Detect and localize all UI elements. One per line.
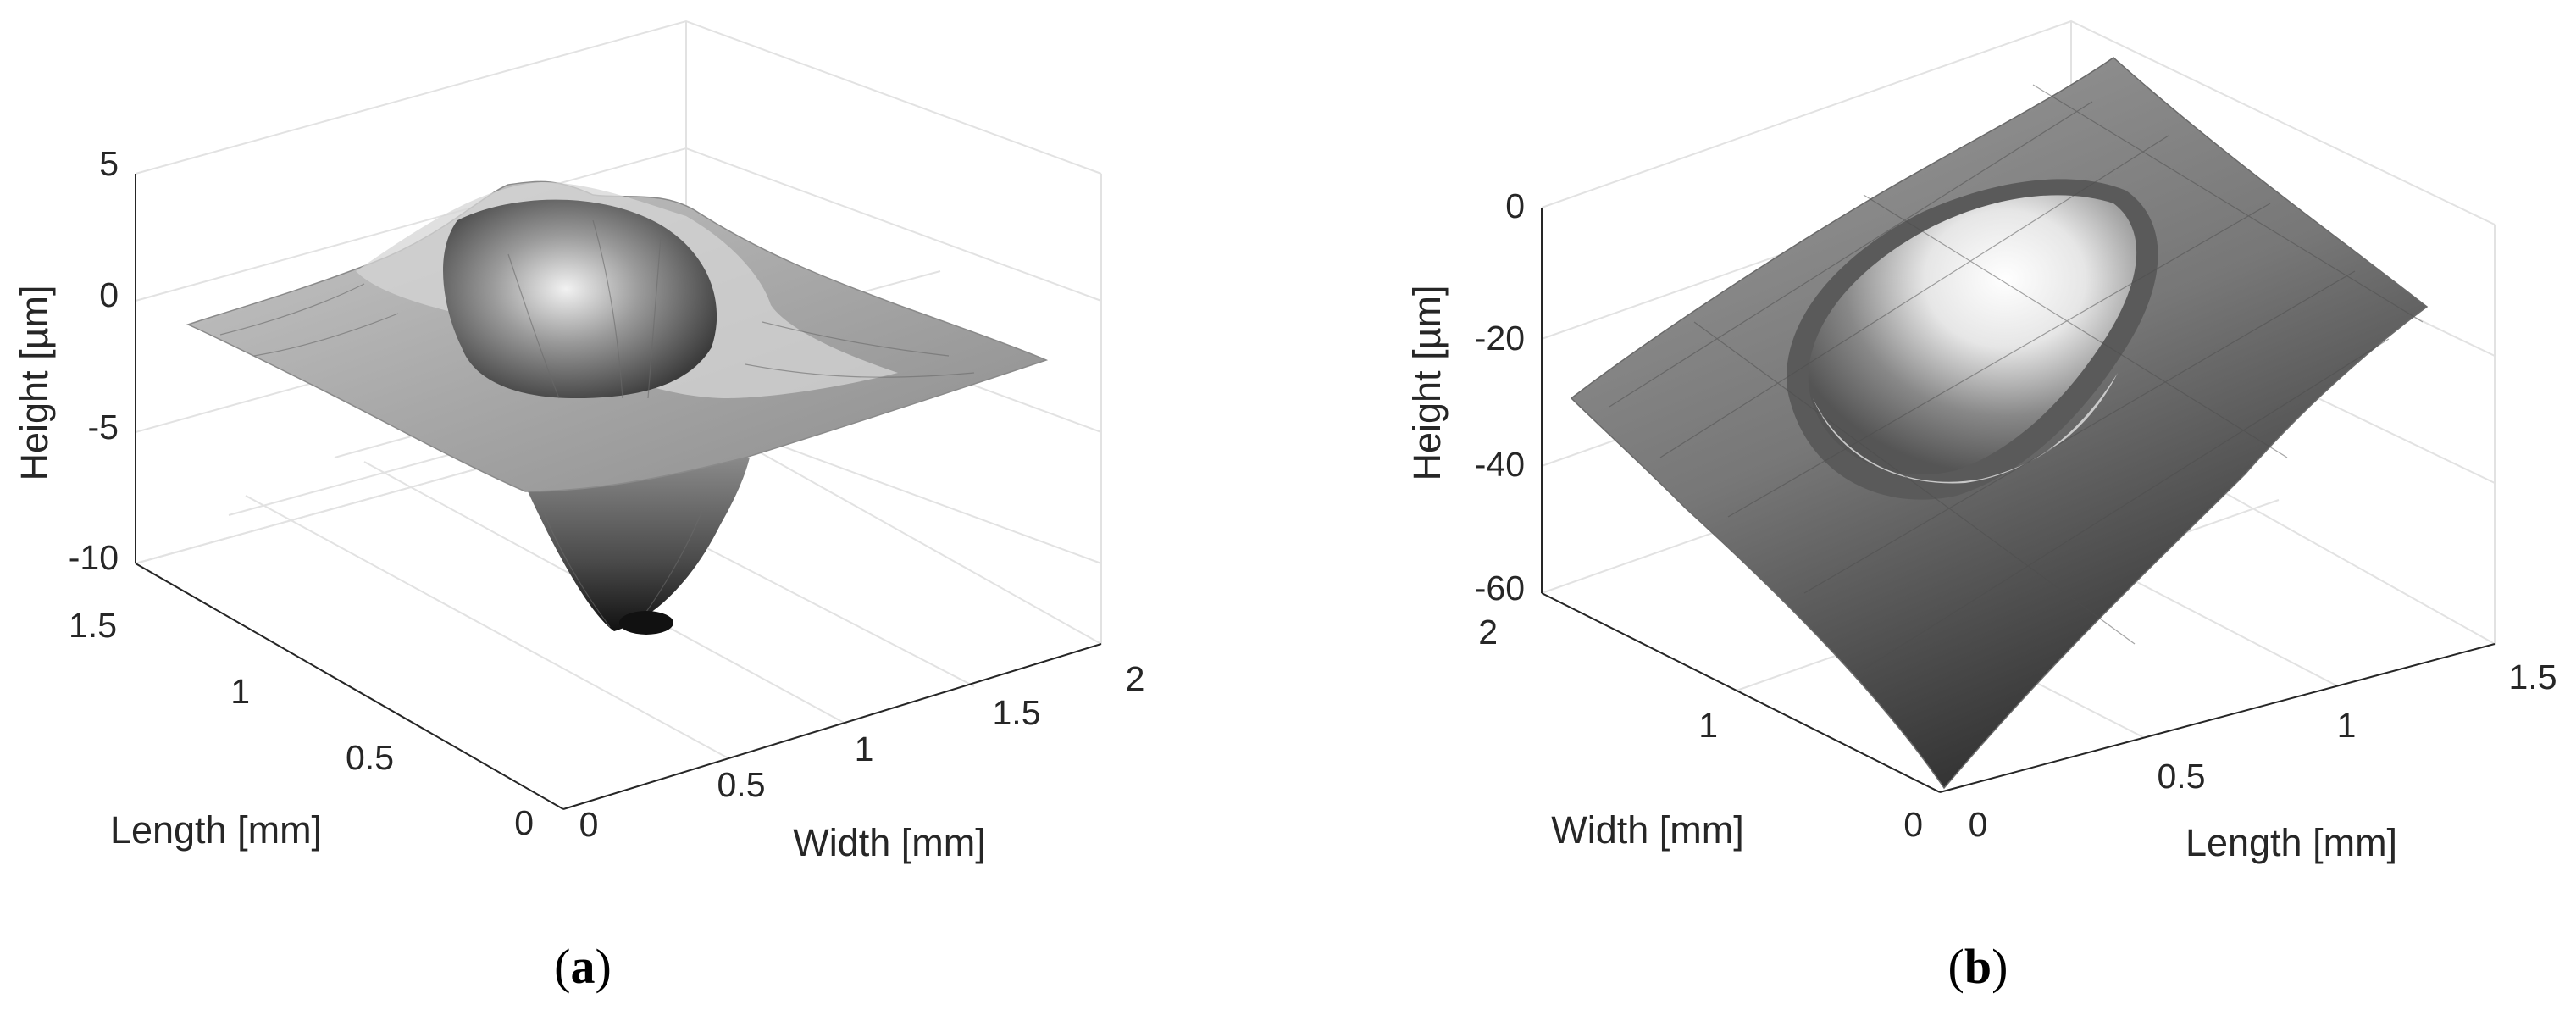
panel-a-pit-bottom (619, 611, 673, 635)
z-tick-label: -5 (88, 408, 119, 447)
x-tick-label: 1.5 (993, 693, 1041, 732)
panel-a-axes (135, 174, 1102, 810)
y-tick-label: 1 (230, 672, 250, 711)
panel-a-pit-opening (443, 199, 717, 398)
x-tick-label: 1 (855, 730, 874, 769)
x-tick-label: 1 (1698, 706, 1718, 745)
panel-b-x-axis-label: Width [mm] (1551, 808, 1744, 852)
panel-a: 5 0 -5 -10 1.5 1 0.5 0 0 0.5 1 1.5 2 Hei… (13, 19, 1145, 994)
z-tick-label: -40 (1475, 445, 1525, 484)
y-tick-label: 0 (1969, 805, 1988, 844)
x-tick-label: 2 (1126, 659, 1145, 698)
z-tick-label: -60 (1475, 569, 1525, 608)
panel-b-x-ticks: 2 1 0 (1478, 613, 1923, 844)
panel-a-z-ticks: 5 0 -5 -10 (69, 144, 119, 577)
x-tick-label: 0.5 (717, 765, 766, 804)
x-tick-label: 0 (1903, 805, 1923, 844)
z-tick-label: 0 (1505, 186, 1525, 225)
z-tick-label: 0 (99, 275, 119, 314)
y-tick-label: 1 (2337, 706, 2357, 745)
panel-b-z-axis-label: Height [µm] (1405, 286, 1449, 481)
panel-b-y-axis-label: Length [mm] (2185, 821, 2397, 864)
panel-a-y-axis-label: Length [mm] (110, 808, 322, 852)
z-tick-label: -10 (69, 538, 119, 577)
panel-b-texture (1609, 84, 2424, 670)
x-tick-label: 0 (579, 805, 599, 844)
panel-a-z-axis-label: Height [µm] (13, 286, 56, 481)
panel-a-x-ticks: 0 0.5 1 1.5 2 (579, 659, 1145, 844)
panel-b-letter: b (1964, 939, 1992, 994)
panel-a-pit-cone (518, 458, 750, 631)
y-tick-label: 0.5 (2158, 757, 2206, 796)
y-tick-label: 0.5 (346, 738, 394, 777)
z-tick-label: 5 (99, 144, 119, 183)
panel-b-z-ticks: 0 -20 -40 -60 (1475, 186, 1525, 608)
panel-b-axes (1541, 208, 2496, 793)
panel-b-caption: (b) (1948, 939, 2008, 994)
panel-a-letter: a (571, 939, 596, 994)
panel-a-caption: (a) (554, 939, 612, 994)
z-tick-label: -20 (1475, 319, 1525, 358)
panel-a-y-ticks: 1.5 1 0.5 0 (69, 606, 534, 842)
y-tick-label: 1.5 (69, 606, 117, 645)
panel-b: 0 -20 -40 -60 2 1 0 0 0.5 1 1.5 Height [… (1405, 19, 2557, 994)
panel-b-y-ticks: 0 0.5 1 1.5 (1969, 658, 2557, 844)
y-tick-label: 1.5 (2509, 658, 2557, 696)
y-tick-label: 0 (514, 803, 534, 842)
panel-a-x-axis-label: Width [mm] (793, 821, 986, 864)
x-tick-label: 2 (1478, 613, 1498, 652)
panel-b-pit (1808, 195, 2137, 475)
